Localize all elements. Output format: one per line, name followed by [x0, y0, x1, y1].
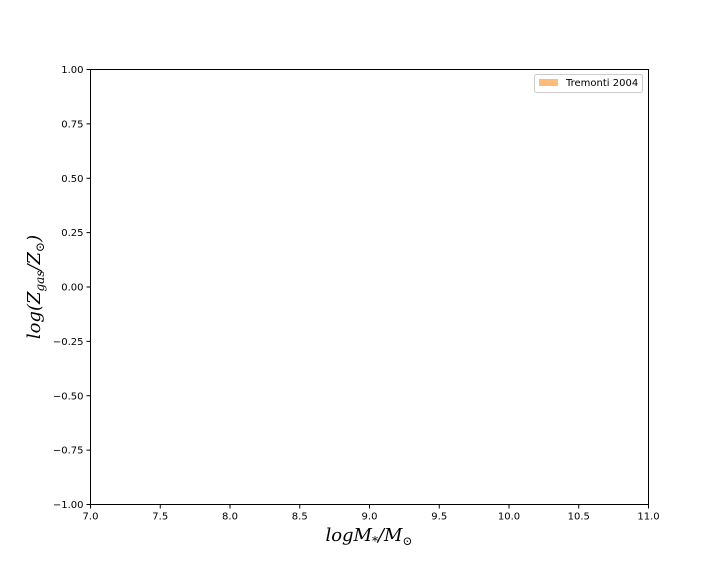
legend-box: [534, 74, 643, 93]
y-axis-label: log(Zgas/Z⊙): [24, 235, 47, 339]
plot-area: [90, 69, 649, 505]
y-tick-label: −0.25: [53, 337, 84, 348]
y-tick-label: 0.75: [61, 119, 83, 130]
x-tick-label: 10.0: [498, 512, 520, 523]
legend-swatch-tremonti-2004: [539, 79, 558, 86]
x-tick-label: 9.0: [362, 512, 378, 523]
y-tick-label: −0.75: [53, 446, 84, 457]
y-tick-label: 0.00: [61, 283, 83, 294]
y-tick-label: −0.50: [53, 391, 84, 402]
y-tick-label: 0.50: [61, 174, 83, 185]
x-tick-label: 9.5: [431, 512, 447, 523]
x-tick-label: 11.0: [637, 512, 659, 523]
x-tick-label: 8.5: [292, 512, 308, 523]
legend-label-tremonti-2004: Tremonti 2004: [565, 78, 638, 89]
x-axis-ticks: 7.0 7.5 8.0 8.5 9.0 9.5 10.0 10.5 11.0: [83, 504, 660, 523]
legend: Tremonti 2004: [534, 74, 643, 93]
x-axis-label: logM*/M⊙: [325, 525, 412, 548]
y-axis-ticks: −1.00 −0.75 −0.50 −0.25 0.00 0.25 0.50 0.75 1.00: [53, 65, 91, 511]
x-tick-label: 7.0: [83, 512, 99, 523]
x-tick-label: 10.5: [568, 512, 590, 523]
x-tick-label: 8.0: [222, 512, 238, 523]
y-tick-label: 0.25: [61, 228, 83, 239]
x-tick-label: 7.5: [152, 512, 168, 523]
y-tick-label: 1.00: [61, 65, 83, 76]
y-tick-label: −1.00: [53, 500, 84, 511]
